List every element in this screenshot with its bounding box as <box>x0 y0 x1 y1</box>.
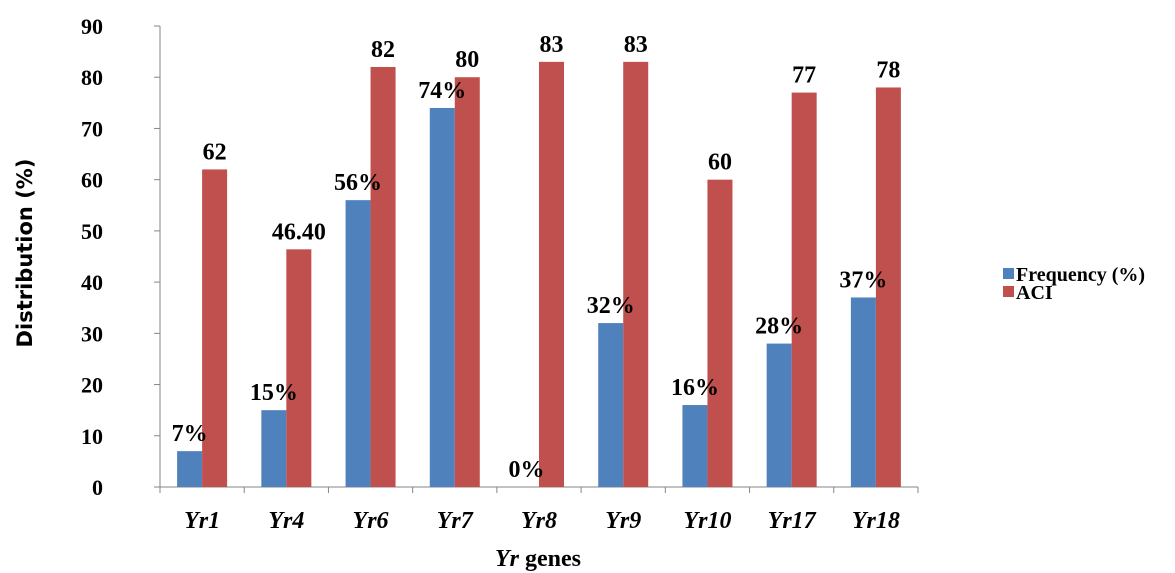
bar-aci <box>286 249 312 487</box>
data-label-frequency: 32% <box>587 293 635 319</box>
y-tick-label: 70 <box>81 116 103 141</box>
data-label-aci: 60 <box>708 150 732 176</box>
data-label-frequency: 7% <box>172 421 208 447</box>
y-tick-label: 90 <box>81 14 103 39</box>
x-axis-title-rest: genes <box>519 546 581 572</box>
data-label-aci: 77 <box>792 63 816 89</box>
legend-swatch-aci <box>1003 286 1014 297</box>
y-tick-label: 0 <box>92 475 103 500</box>
bars <box>177 61 901 487</box>
x-tick-label: Yr1 <box>184 508 220 534</box>
y-axis: 0 10 20 30 40 50 60 70 80 90 <box>81 14 161 500</box>
data-label-aci: 83 <box>540 32 564 58</box>
bar-aci <box>623 61 649 487</box>
bar-frequency <box>345 200 371 487</box>
legend: Frequency (%) ACI <box>1003 264 1145 304</box>
data-label-frequency: 28% <box>755 314 803 340</box>
y-tick-label: 10 <box>81 424 103 449</box>
data-label-aci: 78 <box>876 57 900 83</box>
x-axis-title: Yr genes <box>495 546 581 572</box>
y-axis-title: Distribution (%) <box>13 159 37 348</box>
bar-aci <box>791 92 817 487</box>
data-label-aci: 82 <box>371 37 395 63</box>
x-tick-label: Yr17 <box>768 508 817 534</box>
data-label-frequency: 37% <box>839 267 887 293</box>
bar-aci <box>202 169 228 487</box>
y-tick-label: 50 <box>81 219 103 244</box>
data-label-aci: 46.40 <box>272 219 326 245</box>
bar-aci <box>370 66 396 487</box>
data-label-frequency: 56% <box>334 170 382 196</box>
bar-frequency <box>766 343 792 487</box>
x-tick-label: Yr7 <box>437 508 474 534</box>
bar-frequency <box>261 410 287 487</box>
bar-frequency <box>598 323 624 487</box>
x-tick-label: Yr6 <box>353 508 389 534</box>
legend-label-frequency: Frequency (%) <box>1016 264 1145 286</box>
y-tick-label: 20 <box>81 373 103 398</box>
bar-frequency <box>682 405 708 487</box>
y-tick-label: 40 <box>81 270 103 295</box>
legend-label-aci: ACI <box>1016 282 1053 304</box>
data-label-frequency: 16% <box>671 375 719 401</box>
data-label-frequency: 0% <box>509 457 545 483</box>
bar-aci <box>454 77 480 487</box>
data-label-aci: 80 <box>455 47 479 73</box>
legend-swatch-frequency <box>1003 268 1014 279</box>
x-axis: Yr1 Yr4 Yr6 Yr7 Yr8 Yr9 Yr10 Yr17 Yr18 <box>159 486 919 534</box>
bar-frequency <box>429 107 455 487</box>
x-tick-label: Yr4 <box>268 508 304 534</box>
data-label-frequency: 15% <box>250 380 298 406</box>
x-axis-title-italic: Yr <box>495 546 520 572</box>
x-tick-label: Yr10 <box>683 508 731 534</box>
bar-aci <box>707 179 733 487</box>
y-tick-label: 80 <box>81 65 103 90</box>
x-tick-label: Yr9 <box>605 508 641 534</box>
data-label-aci: 83 <box>624 32 648 58</box>
data-label-aci: 62 <box>203 139 227 165</box>
bar-aci <box>539 61 564 487</box>
x-tick-label: Yr18 <box>852 508 900 534</box>
y-tick-label: 60 <box>81 168 103 193</box>
bar-frequency <box>177 451 203 487</box>
data-labels: 7% 62 15% 46.40 56% 82 74% 80 0% 83 32% 83 16% 60 28% 7… <box>172 32 901 483</box>
bar-frequency <box>850 297 876 487</box>
data-label-frequency: 74% <box>418 78 466 104</box>
x-tick-label: Yr8 <box>521 508 557 534</box>
y-tick-label: 30 <box>81 321 103 346</box>
bar-aci <box>875 87 901 487</box>
